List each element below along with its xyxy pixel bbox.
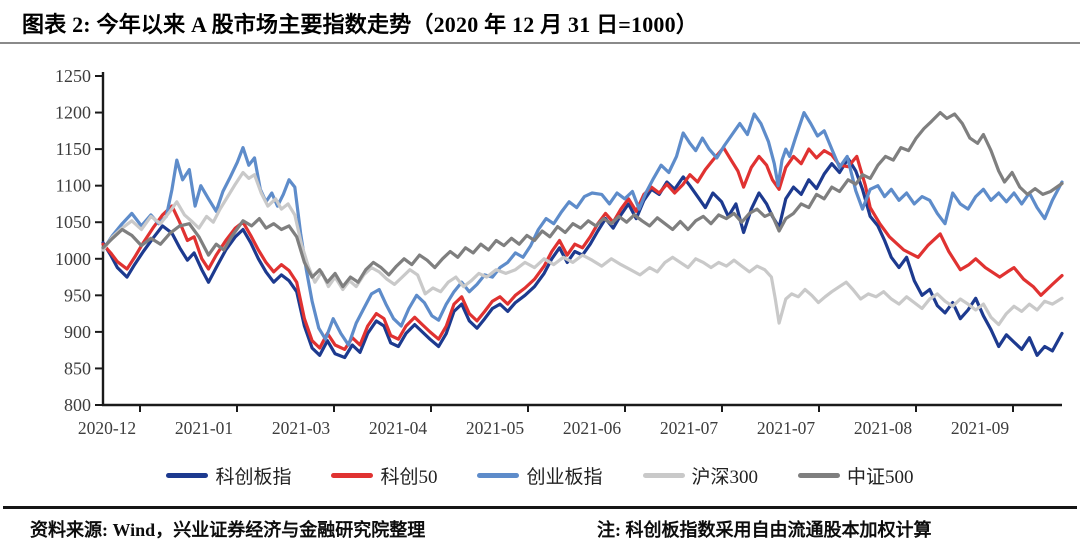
chart-title: 图表 2: 今年以来 A 股市场主要指数走势（2020 年 12 月 31 日=… [22, 12, 699, 37]
x-tick-label: 2021-08 [854, 418, 913, 438]
x-tick-label: 2021-09 [951, 418, 1010, 438]
legend-swatch-icon [166, 472, 209, 478]
series-line-4 [101, 110, 1064, 289]
legend-item-3: 沪深300 [642, 462, 759, 489]
footer-divider [3, 506, 1077, 509]
footnote-text: 注: 科创板指数采用自由流通股本加权计算 [597, 520, 932, 540]
y-tick-label: 1200 [55, 103, 91, 123]
legend-label: 沪深300 [691, 466, 759, 488]
series-line-3 [101, 170, 1064, 327]
x-tick-label: 2021-06 [563, 418, 622, 438]
series-line-0 [101, 156, 1064, 360]
y-tick-label: 1150 [56, 139, 91, 159]
y-tick-label: 1100 [56, 176, 91, 196]
y-tick-label: 800 [64, 395, 91, 415]
y-tick-label: 1050 [55, 212, 91, 232]
chart-svg: 1250 1200 1150 1100 1050 1000 950 900 850 800 2020… [55, 66, 1064, 438]
y-tick-label: 950 [64, 285, 91, 305]
legend-swatch-icon [642, 472, 685, 478]
title-divider [0, 42, 1080, 44]
legend-label: 科创50 [380, 466, 438, 488]
legend-label: 中证500 [847, 466, 914, 488]
data-source-text: 资料来源: Wind，兴业证券经济与金融研究院整理 [30, 520, 426, 540]
x-tick-label: 2021-04 [369, 418, 428, 438]
footer: 资料来源: Wind，兴业证券经济与金融研究院整理 注: 科创板指数采用自由流通… [0, 513, 1080, 547]
legend-swatch-icon [798, 472, 841, 478]
x-tick-label: 2021-07 [660, 418, 719, 438]
x-tick-label: 2021-03 [272, 418, 331, 438]
legend-item-2: 创业板指 [477, 462, 603, 489]
legend-item-4: 中证500 [798, 462, 914, 489]
chart-legend: 科创板指 科创50 创业板指 沪深300 中证500 [0, 454, 1080, 496]
legend-swatch-icon [331, 472, 374, 478]
y-tick-label: 900 [64, 322, 91, 342]
legend-item-0: 科创板指 [166, 462, 291, 489]
x-tick-label: 2020-12 [78, 418, 136, 438]
legend-label: 科创板指 [215, 466, 292, 488]
x-tick-label: 2021-05 [466, 418, 525, 438]
y-tick-label: 1250 [55, 66, 91, 86]
legend-swatch-icon [477, 472, 520, 478]
x-tick-label: 2021-01 [175, 418, 233, 438]
x-tick-label: 2021-07 [757, 418, 816, 438]
legend-label: 创业板指 [526, 466, 603, 488]
y-tick-label: 1000 [55, 249, 91, 269]
y-tick-label: 850 [64, 358, 91, 378]
legend-item-1: 科创50 [331, 462, 437, 489]
